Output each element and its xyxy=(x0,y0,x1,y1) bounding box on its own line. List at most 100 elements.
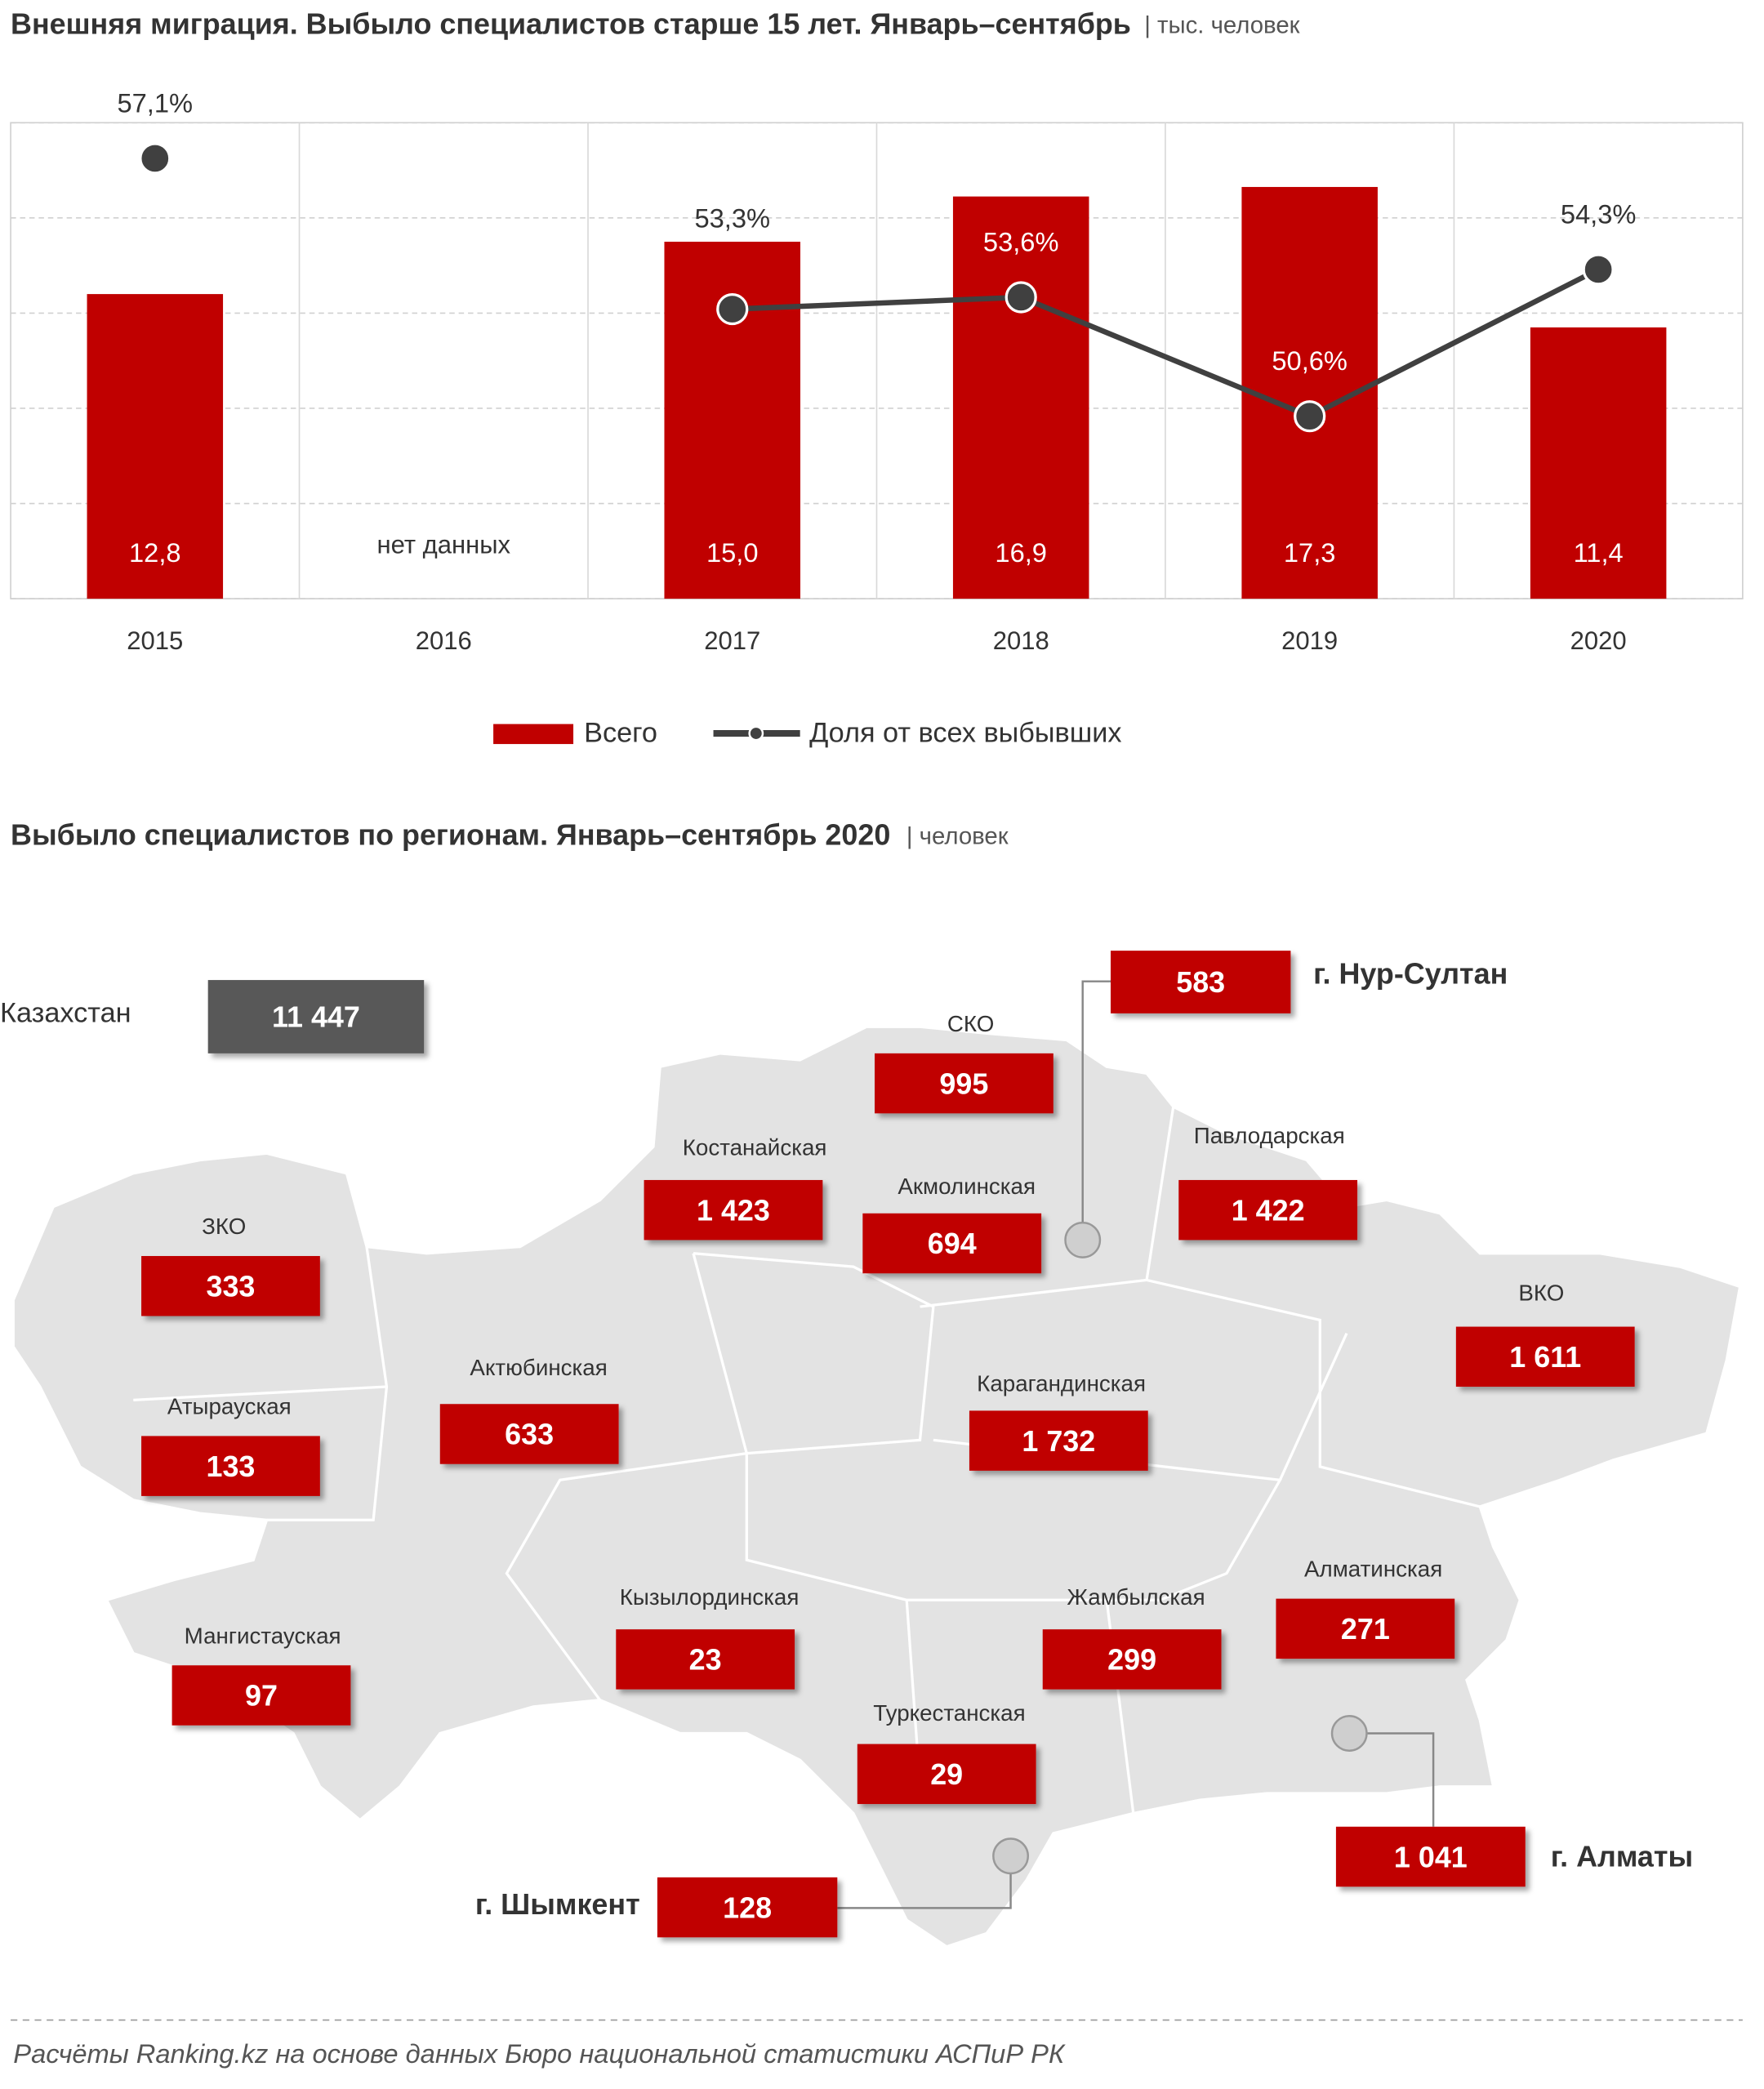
bar-value-label: 11,4 xyxy=(1574,537,1624,568)
connector xyxy=(1081,980,1111,1240)
line-marker xyxy=(139,142,172,175)
city-marker xyxy=(1330,1715,1368,1752)
line-series: 57,1% 53,3% 53,6% 50,6% 54,3% xyxy=(118,87,1637,433)
unit: | человек xyxy=(906,822,1009,849)
value-label: 11 447 xyxy=(272,1000,360,1034)
region-name: Мангистауская xyxy=(185,1623,341,1648)
value-label: 97 xyxy=(245,1679,278,1713)
region-name: ВКО xyxy=(1518,1281,1564,1306)
value-label: 995 xyxy=(939,1067,988,1100)
x-tick-label: 2015 xyxy=(127,626,183,655)
title-text: Внешняя миграция. Выбыло специалистов ст… xyxy=(11,7,1131,41)
value-box xyxy=(857,1744,1036,1805)
value-box xyxy=(141,1256,320,1316)
value-box xyxy=(657,1877,838,1938)
region-name: Атырауская xyxy=(167,1393,292,1419)
line-marker xyxy=(1582,253,1615,286)
legend-swatch xyxy=(493,724,574,745)
bar xyxy=(1530,327,1667,599)
region-name: СКО xyxy=(947,1011,994,1036)
value-box xyxy=(1042,1629,1222,1690)
region-name: Костанайская xyxy=(683,1135,827,1160)
bar xyxy=(87,294,224,599)
value-label: 1 423 xyxy=(697,1193,770,1227)
unit: | тыс. человек xyxy=(1144,11,1299,38)
bar-value-label: 16,9 xyxy=(995,537,1047,568)
value-label: 299 xyxy=(1107,1643,1156,1677)
x-tick-label: 2020 xyxy=(1570,626,1627,655)
city-name: г. Нур-Султан xyxy=(1313,957,1508,991)
value-label: 633 xyxy=(505,1418,554,1451)
bar-value-label: 15,0 xyxy=(706,537,759,568)
region-name: Карагандинская xyxy=(977,1371,1146,1396)
region-name: Павлодарская xyxy=(1194,1123,1345,1148)
value-label: 23 xyxy=(689,1643,722,1677)
value-label: 1 422 xyxy=(1232,1193,1305,1227)
value-label: 1 041 xyxy=(1394,1840,1468,1873)
region-name: Алматинская xyxy=(1304,1557,1442,1582)
x-tick-label: 2018 xyxy=(993,626,1049,655)
region-name: Туркестанская xyxy=(873,1700,1025,1726)
bar xyxy=(952,196,1089,599)
region-name: ЗКО xyxy=(202,1214,246,1239)
value-label: 694 xyxy=(928,1227,977,1260)
value-box xyxy=(172,1665,351,1726)
chart-title: Внешняя миграция. Выбыло специалистов ст… xyxy=(11,7,1300,41)
value-label: 29 xyxy=(930,1757,963,1791)
line-marker xyxy=(1004,281,1037,314)
no-data-label: нет данных xyxy=(376,531,510,559)
value-box xyxy=(1455,1326,1635,1387)
line-value-label: 50,6% xyxy=(1272,345,1348,376)
line-value-label: 54,3% xyxy=(1561,198,1637,229)
x-tick-label: 2016 xyxy=(416,626,472,655)
map-shape xyxy=(11,1025,1742,1949)
value-box xyxy=(141,1436,320,1496)
total-label: Казахстан xyxy=(0,998,131,1029)
legend-label: Доля от всех выбывших xyxy=(809,718,1121,749)
source: Расчёты Ranking.kz на основе данных Бюро… xyxy=(13,2038,1066,2069)
region-borders xyxy=(133,1106,1481,1814)
value-box xyxy=(862,1213,1042,1274)
legend-label: Всего xyxy=(584,718,657,749)
region-name: Актюбинская xyxy=(470,1355,607,1380)
line-value-label: 53,6% xyxy=(983,226,1059,256)
value-label: 1 611 xyxy=(1509,1340,1581,1374)
value-box xyxy=(1276,1598,1455,1659)
line xyxy=(732,267,1600,420)
city-marker xyxy=(992,1837,1029,1875)
line-value-label: 53,3% xyxy=(694,203,770,233)
title-text: Выбыло специалистов по регионам. Январь–… xyxy=(11,818,890,852)
value-box xyxy=(969,1410,1148,1471)
x-tick-label: 2017 xyxy=(704,626,760,655)
line-marker xyxy=(1294,400,1326,433)
bar-value-label: 12,8 xyxy=(129,537,181,568)
value-box xyxy=(644,1179,823,1240)
region-name: Жамбылская xyxy=(1067,1584,1205,1610)
region-name: Акмолинская xyxy=(898,1174,1036,1199)
value-label: 128 xyxy=(723,1891,772,1924)
map-title: Выбыло специалистов по регионам. Январь–… xyxy=(11,818,1009,852)
value-label: 583 xyxy=(1176,965,1225,999)
plot: 2015 2016 2017 2018 2019 2020 12,8 нет данных 15… xyxy=(11,87,1743,655)
value-box xyxy=(1178,1179,1358,1240)
line-marker xyxy=(716,292,749,326)
value-box xyxy=(439,1404,619,1464)
map-labels: Казахстан 11 447 СКО 995 Костанайская 1 423 Ак… xyxy=(0,951,1693,1938)
value-label: 333 xyxy=(206,1270,255,1303)
value-box xyxy=(1111,951,1291,1013)
line-value-label: 57,1% xyxy=(118,87,194,118)
legend: Всего Доля от всех выбывших xyxy=(493,718,1122,749)
value-label: 271 xyxy=(1341,1612,1390,1646)
value-box xyxy=(1335,1826,1526,1887)
value-box xyxy=(875,1053,1054,1114)
region-name: Кызылординская xyxy=(620,1584,800,1610)
value-box xyxy=(207,980,425,1053)
value-label: 133 xyxy=(206,1450,255,1483)
city-marker xyxy=(1064,1221,1102,1258)
value-box xyxy=(616,1629,795,1690)
connector xyxy=(1349,1732,1435,1827)
x-tick-label: 2019 xyxy=(1281,626,1338,655)
city-name: г. Шымкент xyxy=(475,1887,640,1921)
